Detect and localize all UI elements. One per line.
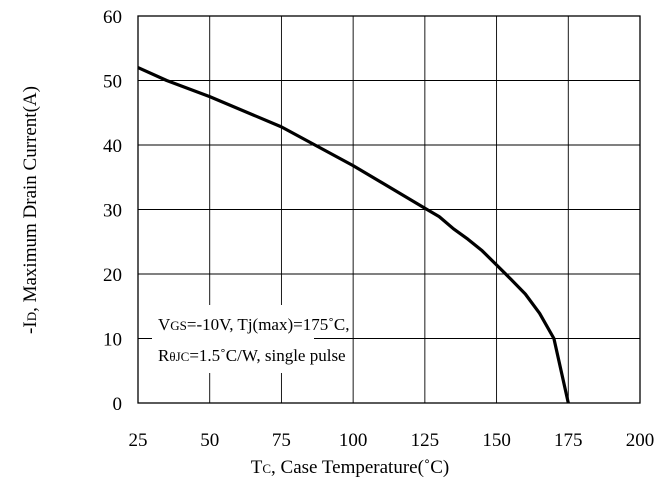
y-tick-label: 0 [113,394,123,415]
x-tick-label: 100 [339,430,368,451]
y-tick-label: 30 [103,201,122,222]
x-tick-labels: 25 50 75 100 125 150 175 200 [129,430,655,451]
y-tick-label: 50 [103,72,122,93]
annotation: VGS=-10V, Tj(max)=175˚C, RθJC=1.5˚C/W, s… [152,305,349,373]
x-tick-label: 200 [626,430,655,451]
x-tick-label: 150 [482,430,511,451]
x-axis-label: TC, Case Temperature(˚C) [251,457,450,478]
y-tick-labels: 0 10 20 30 40 50 60 [103,7,122,415]
x-tick-label: 175 [554,430,583,451]
series-group [137,66,570,404]
x-tick-label: 75 [272,430,291,451]
x-tick-label: 50 [200,430,219,451]
annotation-line-2: RθJC=1.5˚C/W, single pulse [158,346,346,365]
annotation-background [152,305,314,373]
x-tick-label: 125 [411,430,440,451]
y-tick-label: 10 [103,330,122,351]
drain-current-curve [137,66,570,404]
x-tick-label: 25 [129,430,148,451]
annotation-line-1: VGS=-10V, Tj(max)=175˚C, [158,315,349,334]
y-axis-label: -ID, Maximum Drain Current(A) [20,86,41,334]
plot-frame [137,15,641,404]
y-tick-label: 60 [103,7,122,28]
y-tick-label: 40 [103,136,122,157]
y-tick-label: 20 [103,265,122,286]
